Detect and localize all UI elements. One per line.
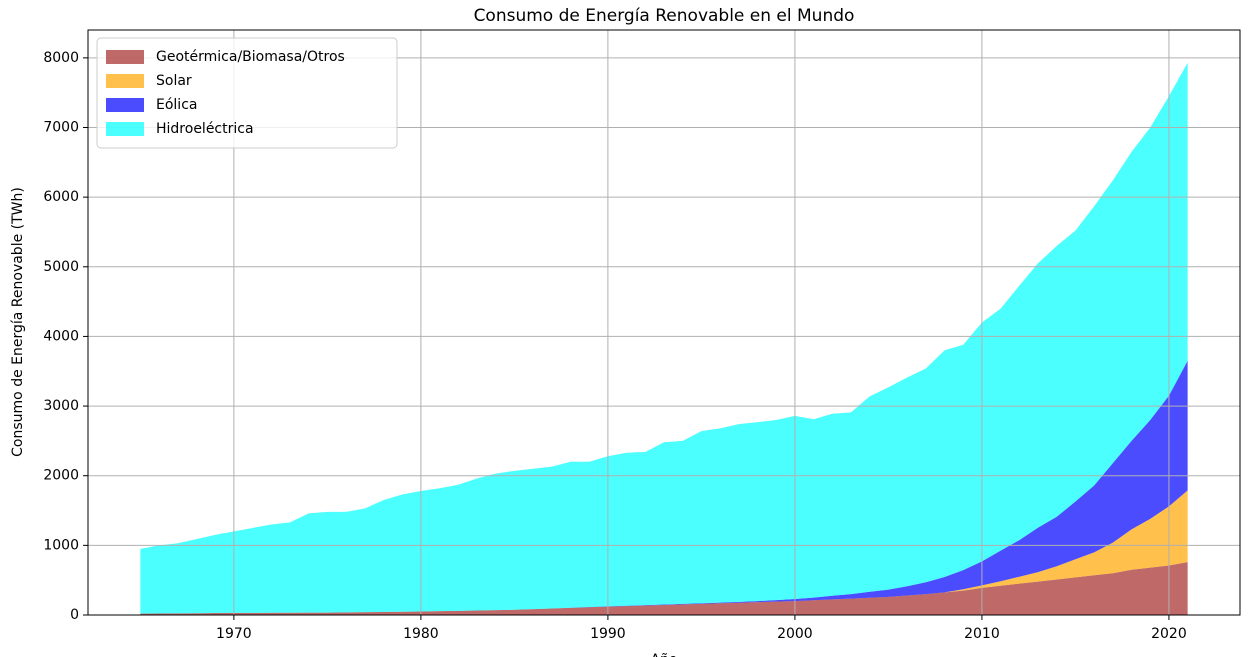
grid: [88, 30, 1240, 616]
x-tick-label: 2010: [964, 626, 1000, 642]
legend-label: Geotérmica/Biomasa/Otros: [156, 49, 345, 65]
x-tick-label: 2000: [777, 626, 813, 642]
y-tick-label: 2000: [43, 468, 79, 484]
legend-label: Eólica: [156, 97, 197, 113]
x-tick-label: 2020: [1151, 626, 1187, 642]
y-tick-label: 8000: [43, 50, 79, 66]
y-tick-label: 6000: [43, 189, 79, 205]
y-axis-label: Consumo de Energía Renovable (TWh): [10, 187, 26, 457]
plot-frame: [87, 29, 1241, 616]
x-axis-label: Año: [650, 652, 677, 657]
legend-swatch: [106, 122, 144, 136]
x-tick-label: 1970: [216, 626, 252, 642]
x-tick-label: 1990: [590, 626, 626, 642]
y-tick-label: 5000: [43, 259, 79, 275]
y-tick-label: 1000: [43, 537, 79, 553]
legend-swatch: [106, 98, 144, 112]
legend-label: Hidroeléctrica: [156, 121, 254, 137]
legend-swatch: [106, 50, 144, 64]
legend: Geotérmica/Biomasa/Otros Solar Eólica Hidro…: [96, 37, 398, 149]
y-tick-label: 7000: [43, 120, 79, 136]
legend-swatch: [106, 74, 144, 88]
legend-label: Solar: [156, 73, 192, 89]
chart-title: Consumo de Energía Renovable en el Mundo: [474, 6, 855, 26]
y-tick-label: 3000: [43, 398, 79, 414]
area: [140, 562, 1188, 615]
legend-box: [96, 37, 398, 149]
x-tick-label: 1980: [403, 626, 439, 642]
y-tick-label: 4000: [43, 328, 79, 344]
y-tick-label: 0: [70, 607, 79, 623]
